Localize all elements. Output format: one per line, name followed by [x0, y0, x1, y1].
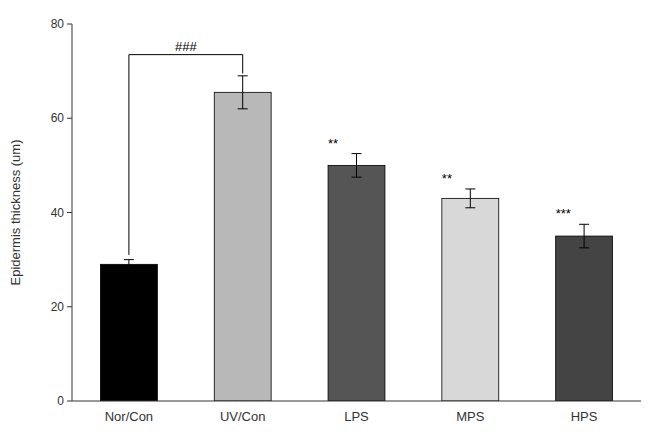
error-bar-stem: [584, 224, 585, 248]
error-bar-cap: [124, 259, 134, 260]
bar: [442, 198, 499, 401]
y-axis-line: [72, 24, 73, 401]
y-tick-label: 60: [51, 111, 65, 125]
error-bar-stem: [128, 260, 129, 269]
bracket-label: ###: [175, 39, 197, 54]
bar: [100, 264, 157, 401]
error-bar: [124, 260, 134, 269]
error-bar-cap: [579, 247, 589, 248]
y-tick: [67, 401, 72, 402]
error-bar-cap: [465, 207, 475, 208]
error-bar-cap: [352, 153, 362, 154]
y-tick: [67, 24, 72, 25]
error-bar-cap: [579, 224, 589, 225]
error-bar-stem: [356, 154, 357, 178]
bracket-right: [242, 55, 243, 74]
y-tick: [67, 212, 72, 213]
bracket-left: [128, 55, 129, 255]
error-bar-cap: [465, 188, 475, 189]
error-bar: [238, 76, 248, 109]
x-axis-line: [72, 401, 641, 402]
y-tick-label: 20: [51, 300, 65, 314]
x-tick-label: MPS: [456, 409, 485, 424]
error-bar: [579, 224, 589, 248]
y-tick-label: 0: [57, 394, 64, 408]
error-bar-stem: [470, 189, 471, 208]
x-tick-label: Nor/Con: [105, 409, 153, 424]
bar: [328, 165, 385, 401]
x-tick-label: UV/Con: [220, 409, 266, 424]
error-bar: [352, 154, 362, 178]
error-bar-cap: [238, 108, 248, 109]
y-tick-label: 80: [51, 17, 65, 31]
y-tick: [67, 118, 72, 119]
significance-label: **: [328, 136, 338, 151]
x-tick-label: HPS: [571, 409, 598, 424]
significance-label: ***: [556, 206, 571, 221]
significance-label: **: [442, 171, 452, 186]
y-tick: [67, 306, 72, 307]
bar: [556, 236, 613, 401]
error-bar-stem: [242, 76, 243, 109]
chart-container: 020406080*******###Nor/ConUV/ConLPSMPSHP…: [0, 0, 661, 447]
x-tick-label: LPS: [344, 409, 369, 424]
bracket: [129, 55, 243, 255]
bars: [100, 76, 612, 401]
bar: [214, 92, 271, 401]
chart: 020406080*******###Nor/ConUV/ConLPSMPSHP…: [0, 0, 661, 447]
error-bar-cap: [124, 269, 134, 270]
y-tick-label: 40: [51, 206, 65, 220]
y-axis-label: Epidermis thickness (um): [8, 140, 23, 286]
error-bar: [465, 189, 475, 208]
error-bar-cap: [238, 75, 248, 76]
bracket-top: [129, 54, 243, 55]
error-bar-cap: [352, 177, 362, 178]
